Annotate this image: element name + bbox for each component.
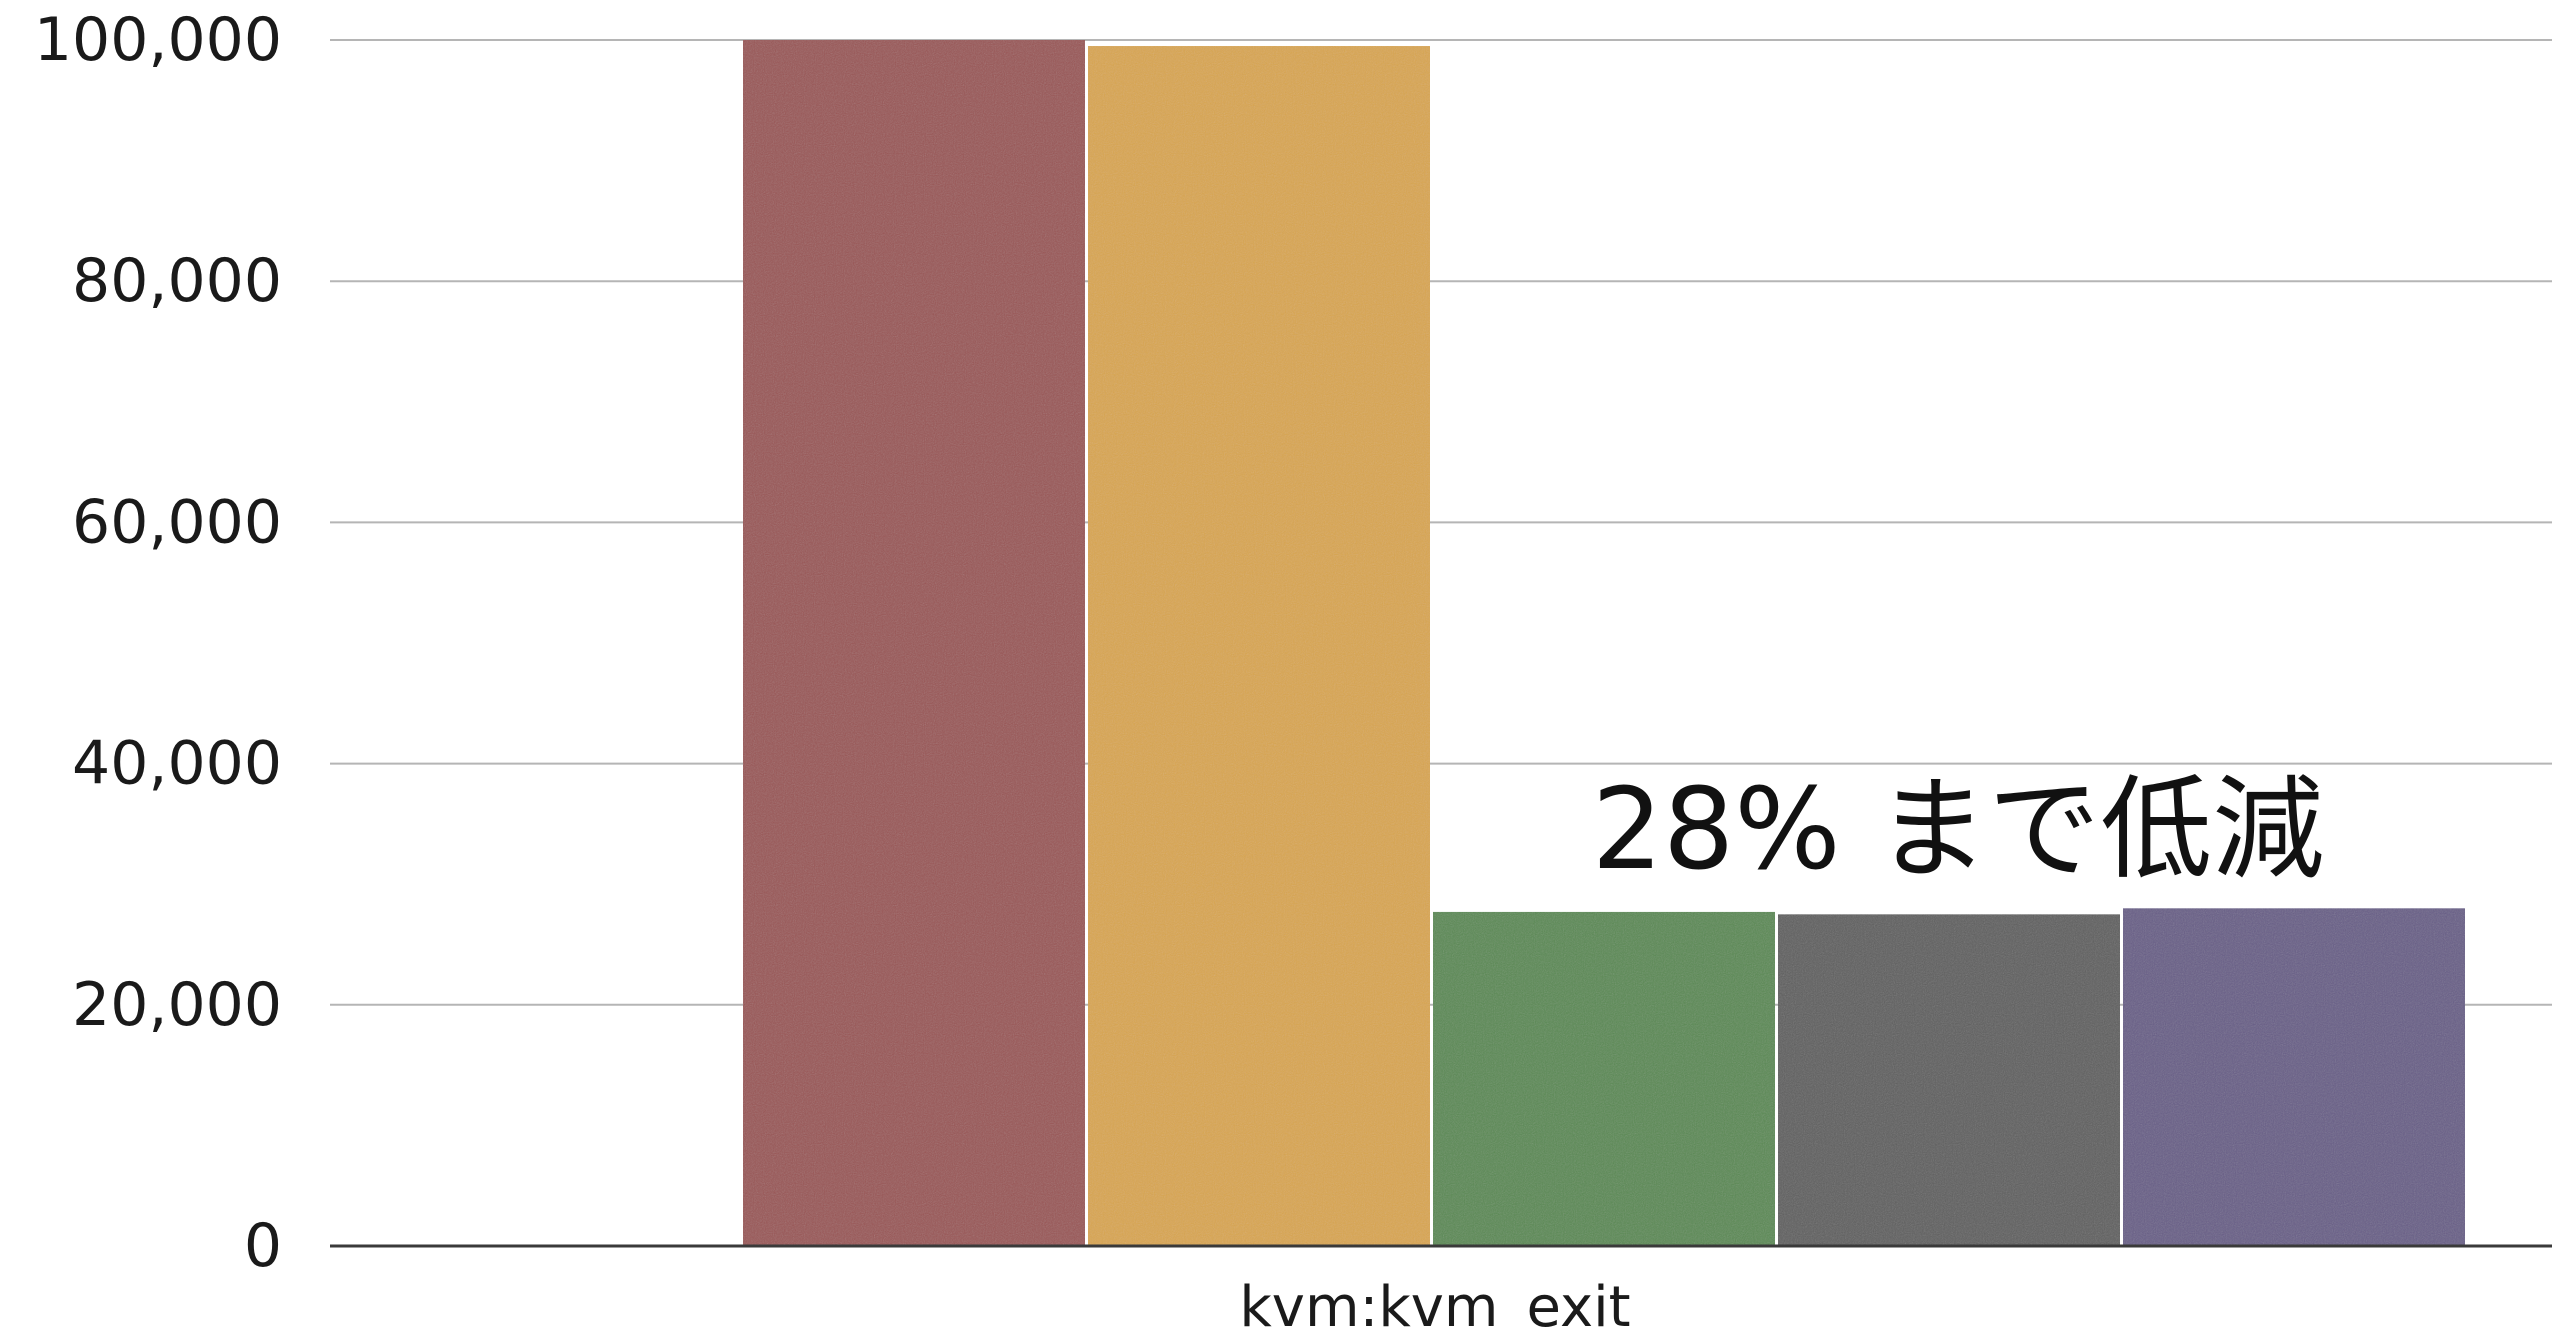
y-tick-label: 40,000 xyxy=(72,729,282,799)
bar-series-1 xyxy=(743,40,1085,1246)
y-tick-label: 100,000 xyxy=(34,5,282,75)
bar-series-2 xyxy=(1088,46,1430,1246)
y-tick-label: 60,000 xyxy=(72,487,282,557)
x-category-label: kvm:kvm_exit xyxy=(1239,1275,1630,1334)
x-axis-tick-labels: kvm:kvm_exit xyxy=(1239,1275,1630,1334)
y-axis-tick-labels: 0 20,000 40,000 60,000 80,000 100,000 xyxy=(34,5,282,1281)
reduction-annotation: 28% まで低減 xyxy=(1592,765,2325,895)
bars xyxy=(743,40,2465,1246)
y-tick-label: 80,000 xyxy=(72,246,282,316)
bar-series-3 xyxy=(1433,911,1775,1246)
y-tick-label: 20,000 xyxy=(72,970,282,1040)
bar-series-4 xyxy=(1778,914,2120,1246)
bar-series-5 xyxy=(2123,908,2465,1246)
y-tick-label: 0 xyxy=(244,1211,282,1281)
